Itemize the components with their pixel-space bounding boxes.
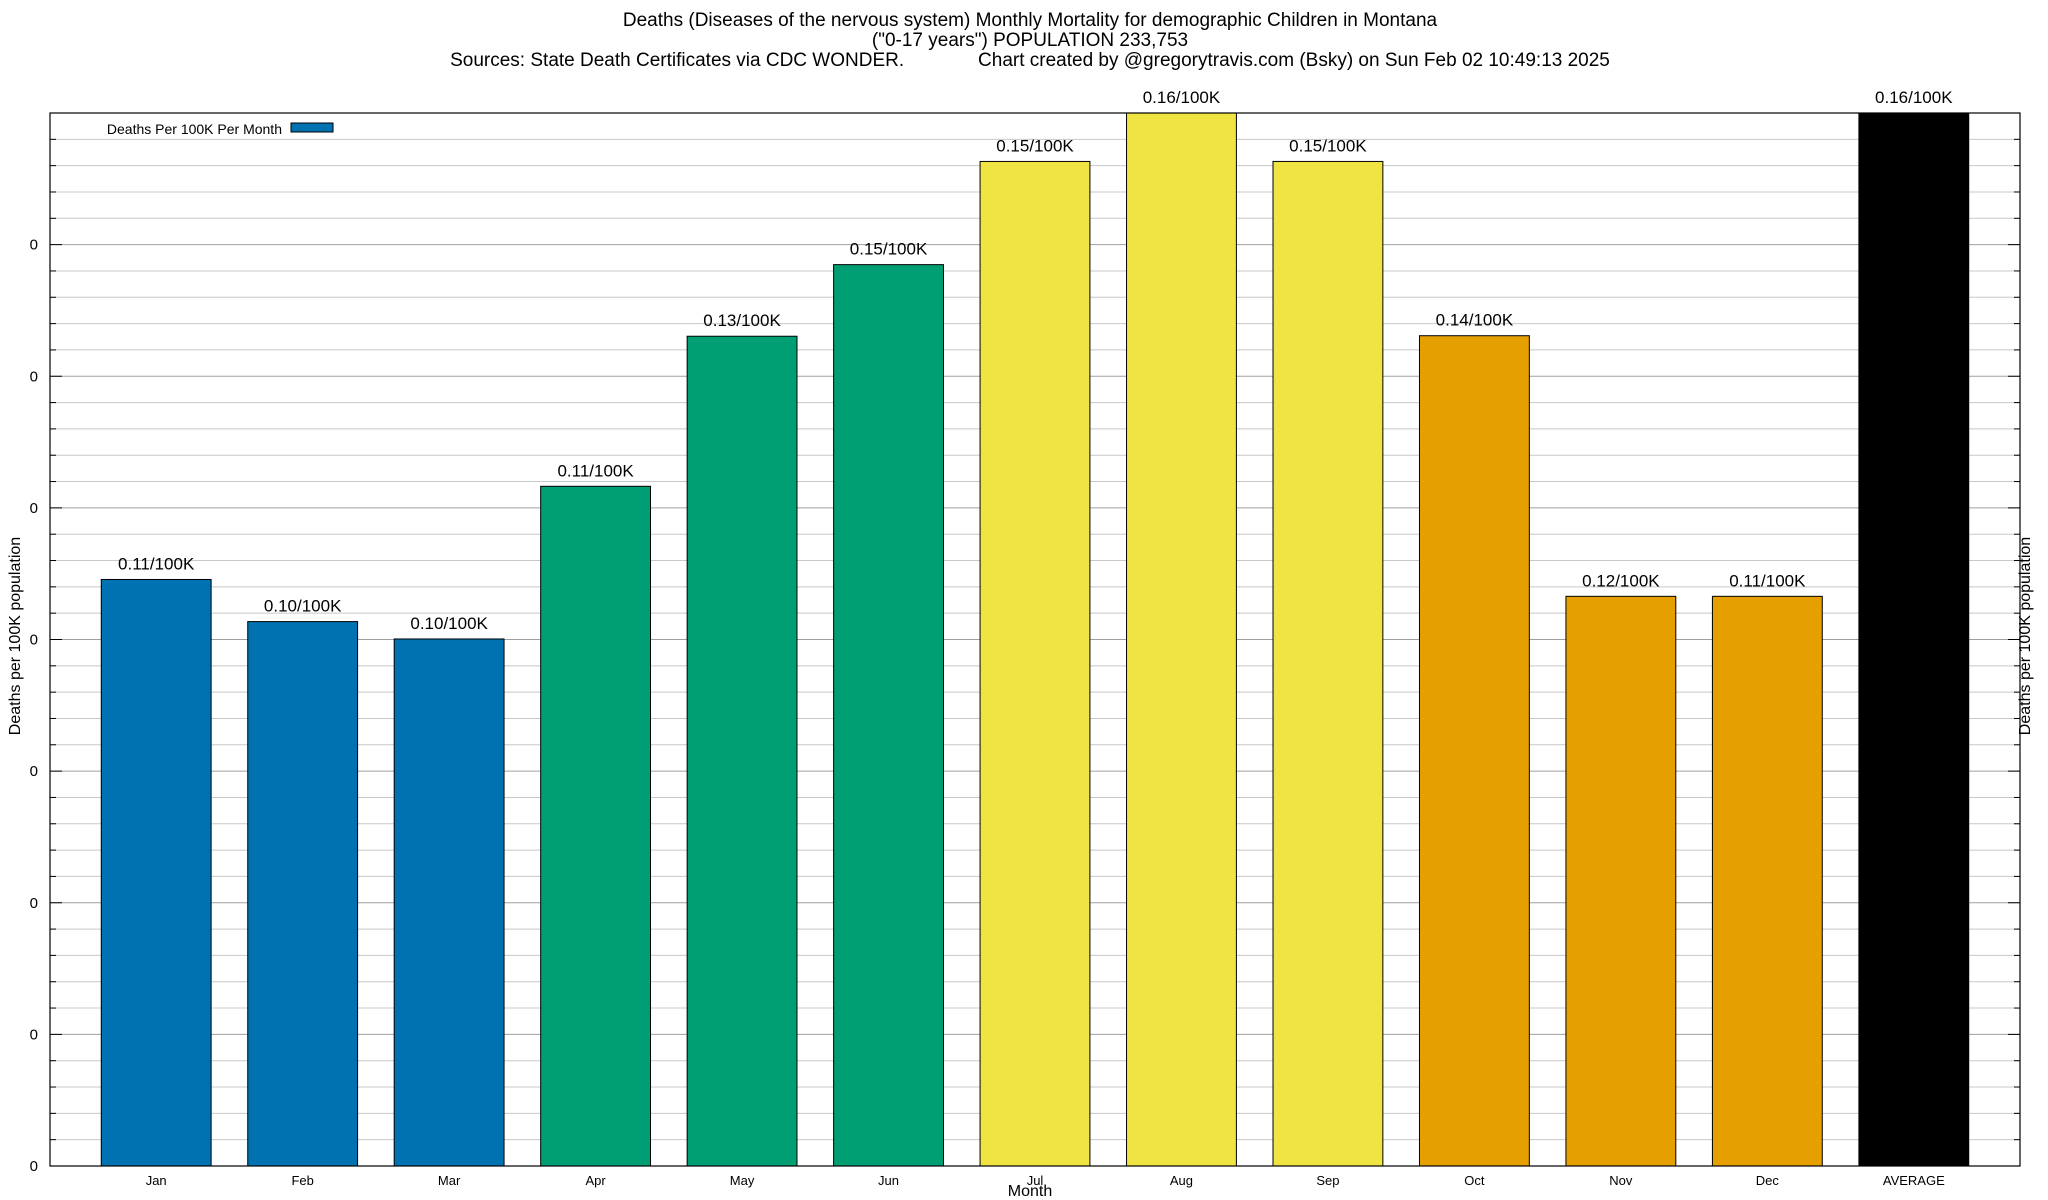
y-tick-label: 0 — [30, 500, 38, 517]
y-tick-label: 0 — [30, 895, 38, 912]
bar-sep — [1272, 160, 1384, 1167]
y-tick-label: 0 — [30, 632, 38, 649]
bar-may — [686, 335, 798, 1167]
y-axis-label-left: Deaths per 100K population — [7, 537, 24, 735]
data-label-feb: 0.10/100K — [264, 597, 342, 616]
x-tick-label-nov: Nov — [1609, 1173, 1633, 1188]
bar-feb — [247, 621, 359, 1167]
chart-title-line-2: ("0-17 years") POPULATION 233,753 — [872, 30, 1188, 51]
x-tick-label-average: AVERAGE — [1883, 1173, 1945, 1188]
x-tick-label-mar: Mar — [438, 1173, 461, 1188]
bar-mar — [393, 638, 505, 1167]
x-tick-labels: Jan Feb Mar Apr May Jun Jul Aug Sep Oct Nov Dec AVER… — [146, 1173, 1945, 1188]
bar-apr — [540, 485, 652, 1167]
x-tick-label-apr: Apr — [585, 1173, 606, 1188]
data-label-jul: 0.15/100K — [996, 136, 1074, 155]
x-tick-label-feb: Feb — [291, 1173, 313, 1188]
bar-aug — [1126, 112, 1237, 1167]
bar-nov — [1565, 595, 1677, 1167]
chart-title-line-1: Deaths (Diseases of the nervous system) … — [623, 10, 1438, 31]
y-tick-label: 0 — [30, 237, 38, 254]
x-tick-label-aug: Aug — [1170, 1173, 1193, 1188]
x-tick-label-dec: Dec — [1756, 1173, 1780, 1188]
data-label-jun: 0.15/100K — [850, 240, 928, 259]
bar-jan — [100, 578, 212, 1167]
data-label-mar: 0.10/100K — [410, 614, 488, 633]
x-axis-label: Month — [1008, 1183, 1052, 1200]
data-label-oct: 0.14/100K — [1436, 311, 1514, 330]
x-tick-label-jul: Jul — [1027, 1173, 1044, 1188]
data-label-dec: 0.11/100K — [1729, 571, 1806, 590]
data-label-aug: 0.16/100K — [1143, 88, 1221, 107]
data-label-sep: 0.15/100K — [1289, 136, 1367, 155]
y-ticks: 0 0 0 0 0 0 0 0 — [30, 138, 2020, 1175]
data-label-nov: 0.12/100K — [1582, 571, 1660, 590]
bar-jun — [833, 264, 944, 1167]
bar-average — [1858, 112, 1970, 1167]
y-axis-label-right: Deaths per 100K population — [2017, 537, 2034, 735]
bar-jul — [979, 160, 1091, 1167]
x-tick-label-jan: Jan — [146, 1173, 167, 1188]
data-label-may: 0.13/100K — [703, 311, 781, 330]
data-label-average: 0.16/100K — [1875, 88, 1953, 107]
x-tick-label-sep: Sep — [1316, 1173, 1339, 1188]
data-label-apr: 0.11/100K — [557, 461, 634, 480]
y-tick-label: 0 — [30, 368, 38, 385]
y-tick-label: 0 — [30, 763, 38, 780]
bar-dec — [1711, 595, 1823, 1167]
data-label-jan: 0.11/100K — [118, 554, 195, 573]
legend: Deaths Per 100K Per Month — [107, 121, 334, 137]
legend-swatch — [290, 122, 334, 133]
x-tick-label-may: May — [730, 1173, 755, 1188]
bars — [100, 112, 1970, 1167]
y-tick-label: 0 — [30, 1026, 38, 1043]
y-tick-label: 0 — [30, 1158, 38, 1175]
x-tick-label-jun: Jun — [878, 1173, 899, 1188]
chart-title-line-3: Sources: State Death Certificates via CD… — [450, 50, 1610, 71]
legend-label: Deaths Per 100K Per Month — [107, 121, 282, 137]
data-labels: 0.11/100K 0.10/100K 0.10/100K 0.11/100K 0.13… — [118, 88, 1953, 633]
x-tick-label-oct: Oct — [1464, 1173, 1485, 1188]
bar-oct — [1418, 335, 1530, 1167]
